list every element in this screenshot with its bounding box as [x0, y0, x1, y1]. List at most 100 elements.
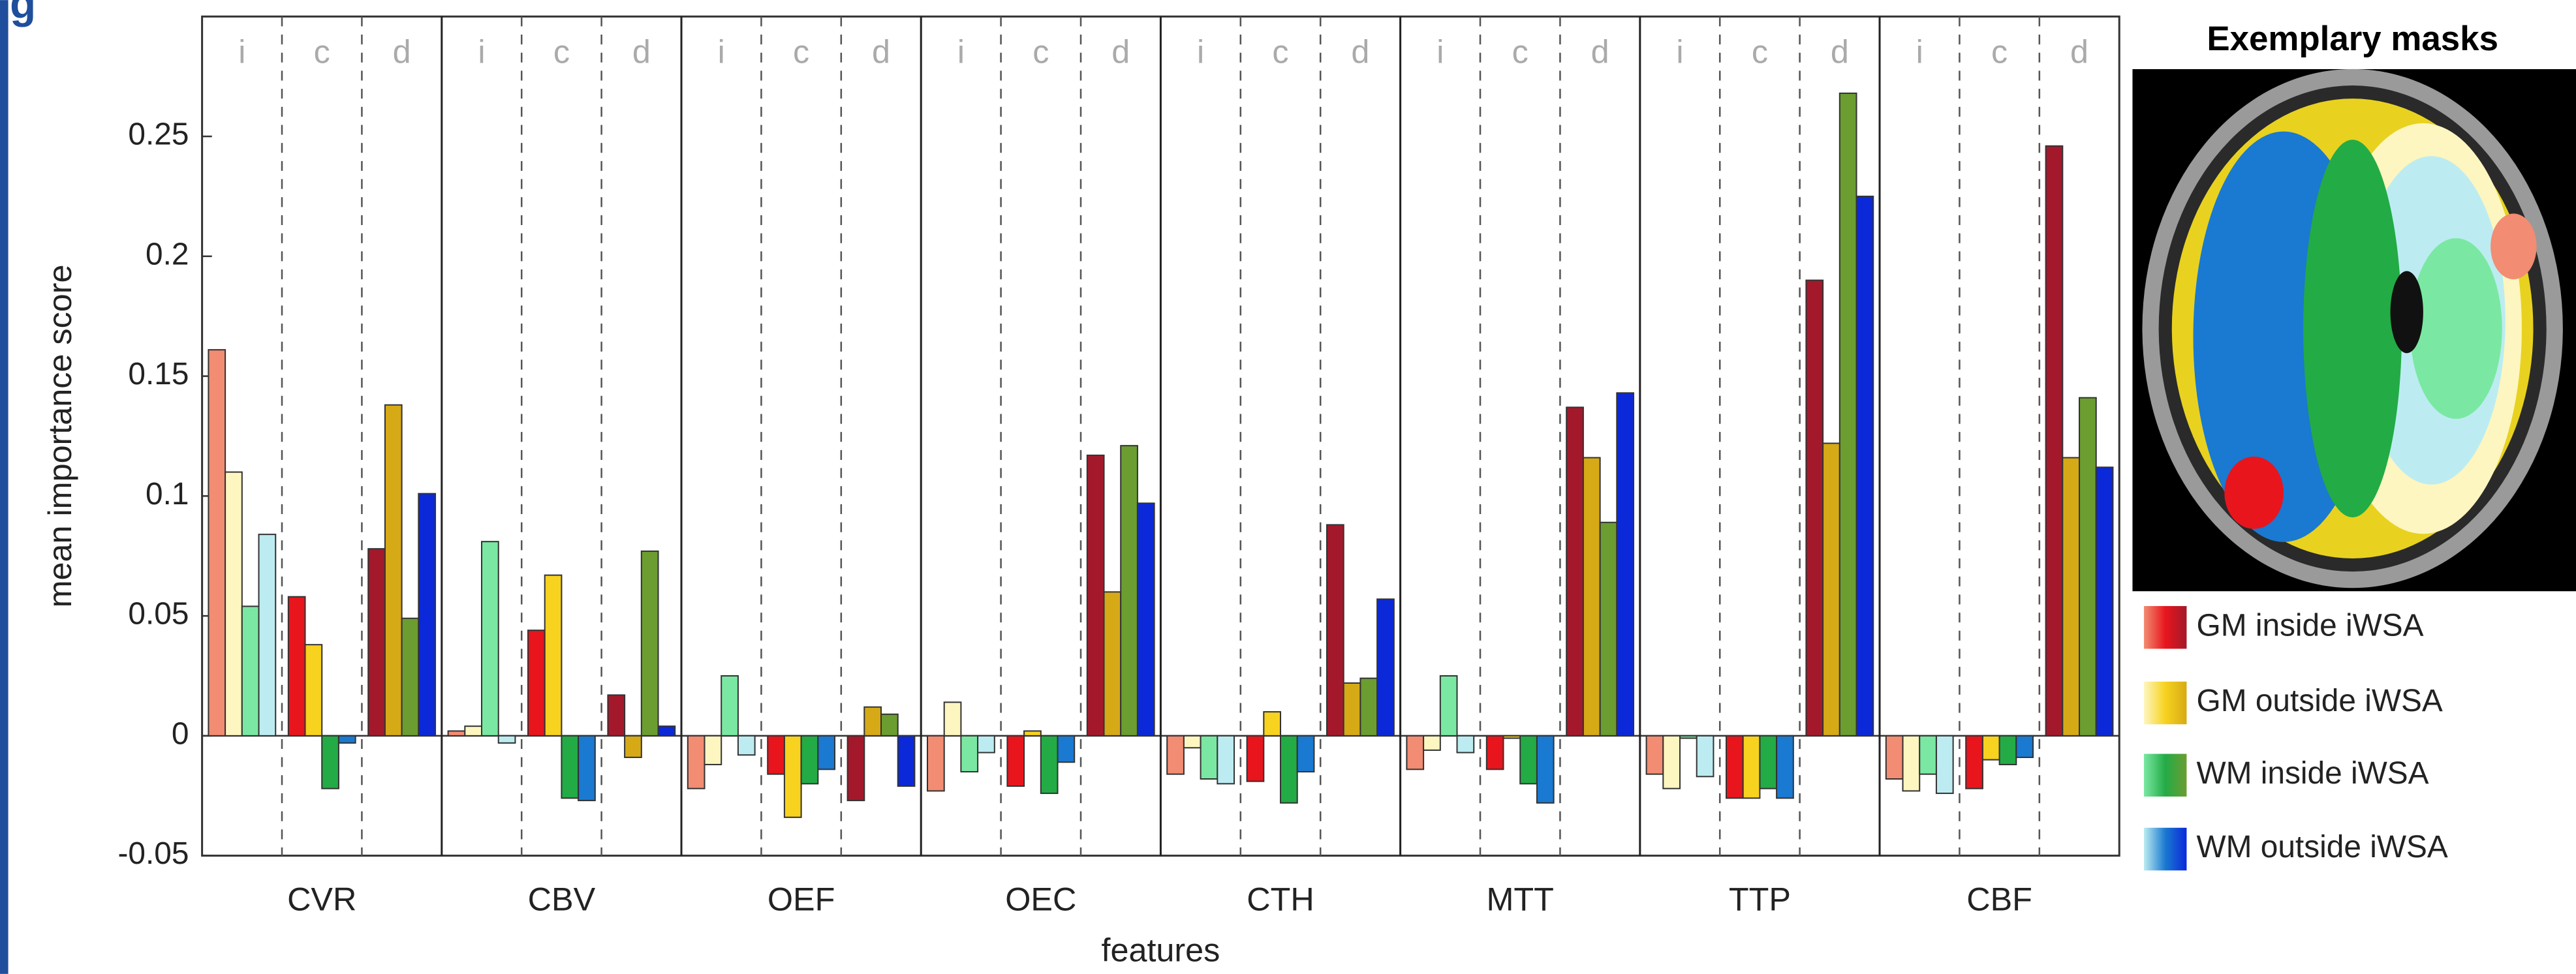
subgroup-label: d	[632, 33, 651, 70]
bar	[705, 736, 722, 765]
bar	[1138, 503, 1155, 735]
legend-swatch	[2144, 754, 2186, 797]
bar	[1936, 736, 1953, 793]
y-axis-label: mean importance score	[41, 265, 78, 608]
y-tick-label: 0.15	[128, 357, 189, 391]
x-tick-label: MTT	[1487, 880, 1554, 917]
legend-label: WM inside iWSA	[2197, 756, 2429, 791]
bar	[1217, 736, 1234, 784]
bar	[1823, 443, 1840, 735]
x-tick-label: TTP	[1729, 880, 1791, 917]
x-tick-label: CVR	[287, 880, 356, 917]
bar	[1520, 736, 1537, 784]
bar	[339, 736, 356, 743]
bar	[927, 736, 944, 791]
bar	[1423, 736, 1440, 750]
bar	[2079, 398, 2096, 736]
bar	[864, 707, 881, 736]
bar	[1457, 736, 1474, 753]
chart: g Exemplary masks -0.0500.050.10.150.20.…	[0, 0, 2576, 974]
y-tick-label: 0.05	[128, 597, 189, 632]
bar	[1777, 736, 1793, 799]
bar	[578, 736, 595, 800]
subgroup-label: c	[1272, 33, 1288, 70]
bar	[625, 736, 642, 757]
x-tick-label: CBV	[528, 880, 596, 917]
bar	[1806, 281, 1823, 736]
bar	[721, 676, 738, 736]
bar	[465, 726, 482, 736]
bar	[242, 606, 259, 735]
page: {"fragment": "g", "panel": {"title": "Ex…	[0, 0, 2576, 974]
x-axis-label: features	[1101, 931, 1220, 968]
subgroup-label: d	[393, 33, 411, 70]
bar	[978, 736, 995, 753]
x-tick-label: OEF	[768, 880, 835, 917]
legend-swatch	[2144, 682, 2186, 724]
bar	[1297, 736, 1314, 772]
bar	[1487, 736, 1504, 769]
x-tick-label: CTH	[1247, 880, 1314, 917]
bar	[1983, 736, 2000, 760]
bar	[402, 618, 419, 736]
subgroup-label: i	[478, 33, 485, 70]
bar	[898, 736, 915, 786]
bar	[1617, 393, 1634, 736]
bar	[2046, 146, 2063, 736]
bar	[1680, 736, 1697, 738]
subgroup-label: d	[1111, 33, 1130, 70]
mask-image	[2132, 69, 2576, 591]
bar	[1566, 407, 1583, 735]
legend-swatch	[2144, 828, 2186, 870]
legend-label: GM outside iWSA	[2197, 684, 2443, 718]
bar	[1886, 736, 1903, 779]
bar	[288, 597, 305, 736]
bar	[1919, 736, 1936, 774]
bar	[688, 736, 705, 789]
bar	[1583, 458, 1600, 736]
bar	[1360, 678, 1377, 736]
bar	[801, 736, 818, 784]
subgroup-label: i	[1436, 33, 1444, 70]
bar	[1058, 736, 1075, 762]
legend-label: GM inside iWSA	[2197, 608, 2424, 643]
subgroup-label: c	[793, 33, 809, 70]
title-fragment: g	[10, 0, 36, 27]
subgroup-label: i	[1197, 33, 1204, 70]
y-tick-label: -0.05	[117, 836, 189, 871]
subgroup-label: i	[1916, 33, 1923, 70]
legend-label: WM outside iWSA	[2197, 830, 2448, 864]
x-tick-label: CBF	[1966, 880, 2032, 917]
subgroup-label: i	[957, 33, 965, 70]
bar	[1264, 712, 1280, 736]
subgroup-label: d	[1351, 33, 1369, 70]
bar	[1201, 736, 1218, 779]
bar	[1344, 683, 1361, 736]
bar	[1280, 736, 1297, 803]
subgroup-label: d	[1831, 33, 1849, 70]
bar	[2062, 458, 2079, 736]
bar	[305, 645, 322, 736]
bar	[1663, 736, 1680, 789]
bar	[1857, 196, 1874, 736]
bar	[385, 405, 402, 736]
left-border	[0, 0, 8, 974]
bar	[1041, 736, 1058, 793]
bar	[881, 714, 898, 736]
bar	[768, 736, 784, 774]
bar	[1903, 736, 1920, 791]
bar	[961, 736, 978, 772]
subgroup-label: i	[718, 33, 725, 70]
bar	[1726, 736, 1743, 799]
bar	[1760, 736, 1777, 789]
bar	[1647, 736, 1664, 774]
bar	[1104, 592, 1121, 736]
bar	[1007, 736, 1024, 786]
y-tick-label: 0.1	[146, 477, 189, 511]
bar	[1087, 455, 1104, 736]
bar	[1697, 736, 1714, 776]
bar	[818, 736, 835, 769]
bar	[1537, 736, 1554, 803]
bar	[1327, 525, 1344, 735]
subgroup-label: i	[238, 33, 245, 70]
